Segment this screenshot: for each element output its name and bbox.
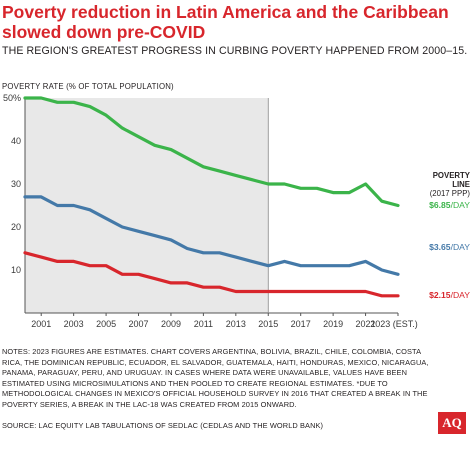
x-tick-label-2021: 2021 (356, 319, 376, 329)
series-label-2: $2.15/DAY (429, 290, 470, 300)
poverty-line-label-3: (2017 PPP) (430, 189, 471, 198)
series-label-unit-0: /DAY (451, 200, 471, 210)
x-tick-label-2011: 2011 (194, 319, 213, 329)
x-tick-label-2007: 2007 (129, 319, 149, 329)
y-tick-label-40: 40 (11, 136, 21, 146)
series-label-layer: POVERTY LINE (2017 PPP) $6.85/DAY$3.65/D… (429, 171, 471, 300)
series-label-unit-1: /DAY (451, 242, 471, 252)
y-tick-label-10: 10 (11, 265, 21, 275)
poverty-line-label-1: POVERTY (433, 171, 471, 180)
x-tick-label-2023: 2023 (EST.) (370, 319, 418, 329)
x-tick-label-2001: 2001 (31, 319, 51, 329)
series-label-value-2: $2.15 (429, 290, 451, 300)
y-tick-label-top: 50% (3, 93, 21, 103)
series-label-value-0: $6.85 (429, 200, 451, 210)
y-axis-label: POVERTY RATE (% OF TOTAL POPULATION) (2, 82, 174, 91)
series-layer (23, 96, 400, 298)
axis-layer: 10 20 30 40 50% 2001 2003 2005 2007 2009 2011 2013 2… (3, 93, 418, 329)
y-tick-label-20: 20 (11, 222, 21, 232)
series-label-value-1: $3.65 (429, 242, 451, 252)
chart-source: SOURCE: LAC EQUITY LAB TABULATIONS OF SE… (2, 421, 324, 430)
series-label-0: $6.85/DAY (429, 200, 470, 210)
series-line-2 (23, 251, 400, 298)
x-tick-label-2009: 2009 (161, 319, 181, 329)
x-tick-label-2017: 2017 (291, 319, 311, 329)
x-tick-label-2013: 2013 (226, 319, 246, 329)
x-tick-label-2005: 2005 (96, 319, 116, 329)
poverty-line-label-2: LINE (452, 180, 470, 189)
chart-title: Poverty reduction in Latin America and t… (2, 2, 449, 42)
x-tick-label-2019: 2019 (323, 319, 343, 329)
chart-notes: NOTES: 2023 FIGURES ARE ESTIMATES. CHART… (2, 347, 429, 409)
series-line-0 (23, 96, 400, 208)
chart-subtitle: THE REGION'S GREATEST PROGRESS IN CURBIN… (2, 45, 468, 57)
series-line-1 (23, 195, 400, 276)
series-label-1: $3.65/DAY (429, 242, 470, 252)
x-tick-label-2003: 2003 (64, 319, 84, 329)
x-tick-label-2015: 2015 (258, 319, 278, 329)
aq-logo: AQ (438, 412, 466, 434)
y-tick-label-30: 30 (11, 179, 21, 189)
series-label-unit-2: /DAY (451, 290, 471, 300)
